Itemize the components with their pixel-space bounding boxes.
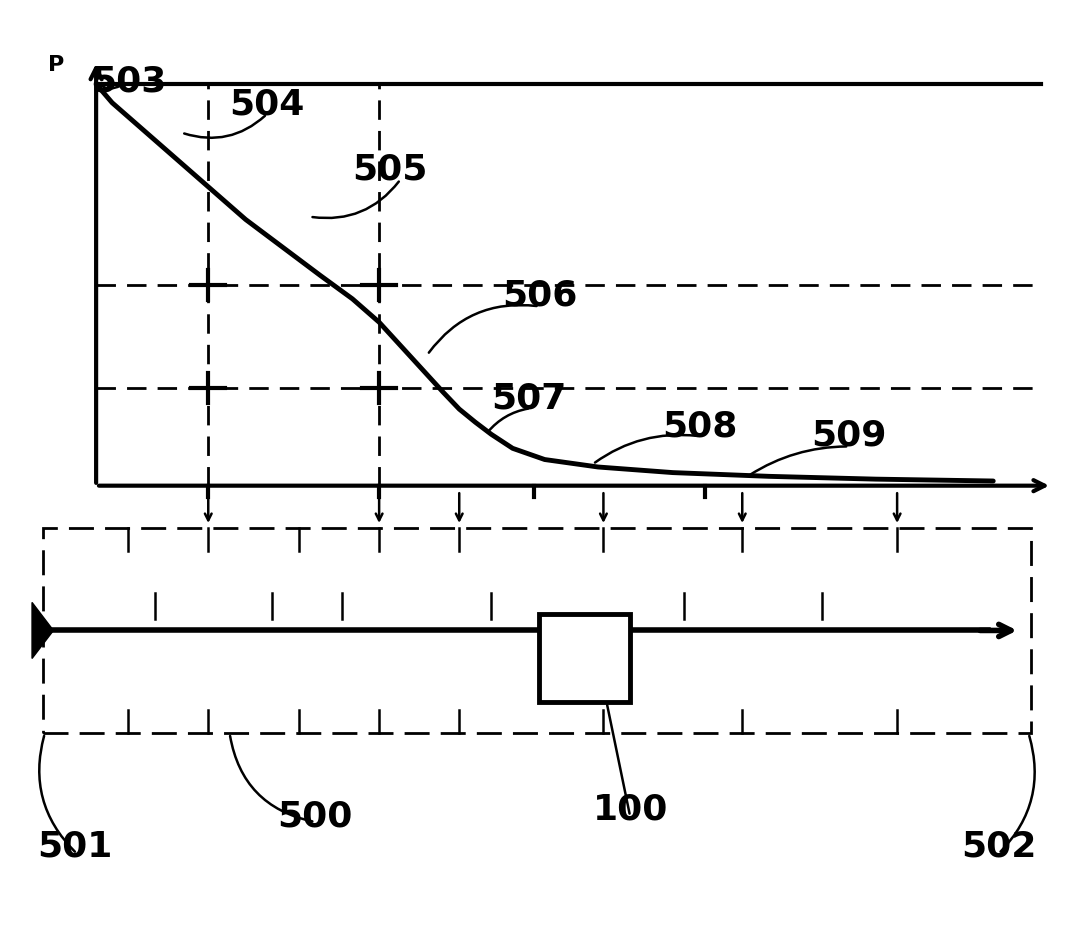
Text: 500: 500 xyxy=(278,800,354,833)
Text: 509: 509 xyxy=(812,419,888,453)
Text: 100: 100 xyxy=(593,793,669,827)
Text: P: P xyxy=(48,55,64,75)
Text: 502: 502 xyxy=(961,830,1037,864)
Bar xyxy=(43,528,1031,733)
Text: 507: 507 xyxy=(491,382,567,416)
Text: 503: 503 xyxy=(91,64,167,98)
Text: 508: 508 xyxy=(662,410,738,444)
Text: 505: 505 xyxy=(352,153,428,187)
Text: 506: 506 xyxy=(502,279,578,313)
Text: 504: 504 xyxy=(230,88,305,121)
Text: 501: 501 xyxy=(37,830,113,864)
Bar xyxy=(539,614,630,702)
Polygon shape xyxy=(32,602,53,658)
